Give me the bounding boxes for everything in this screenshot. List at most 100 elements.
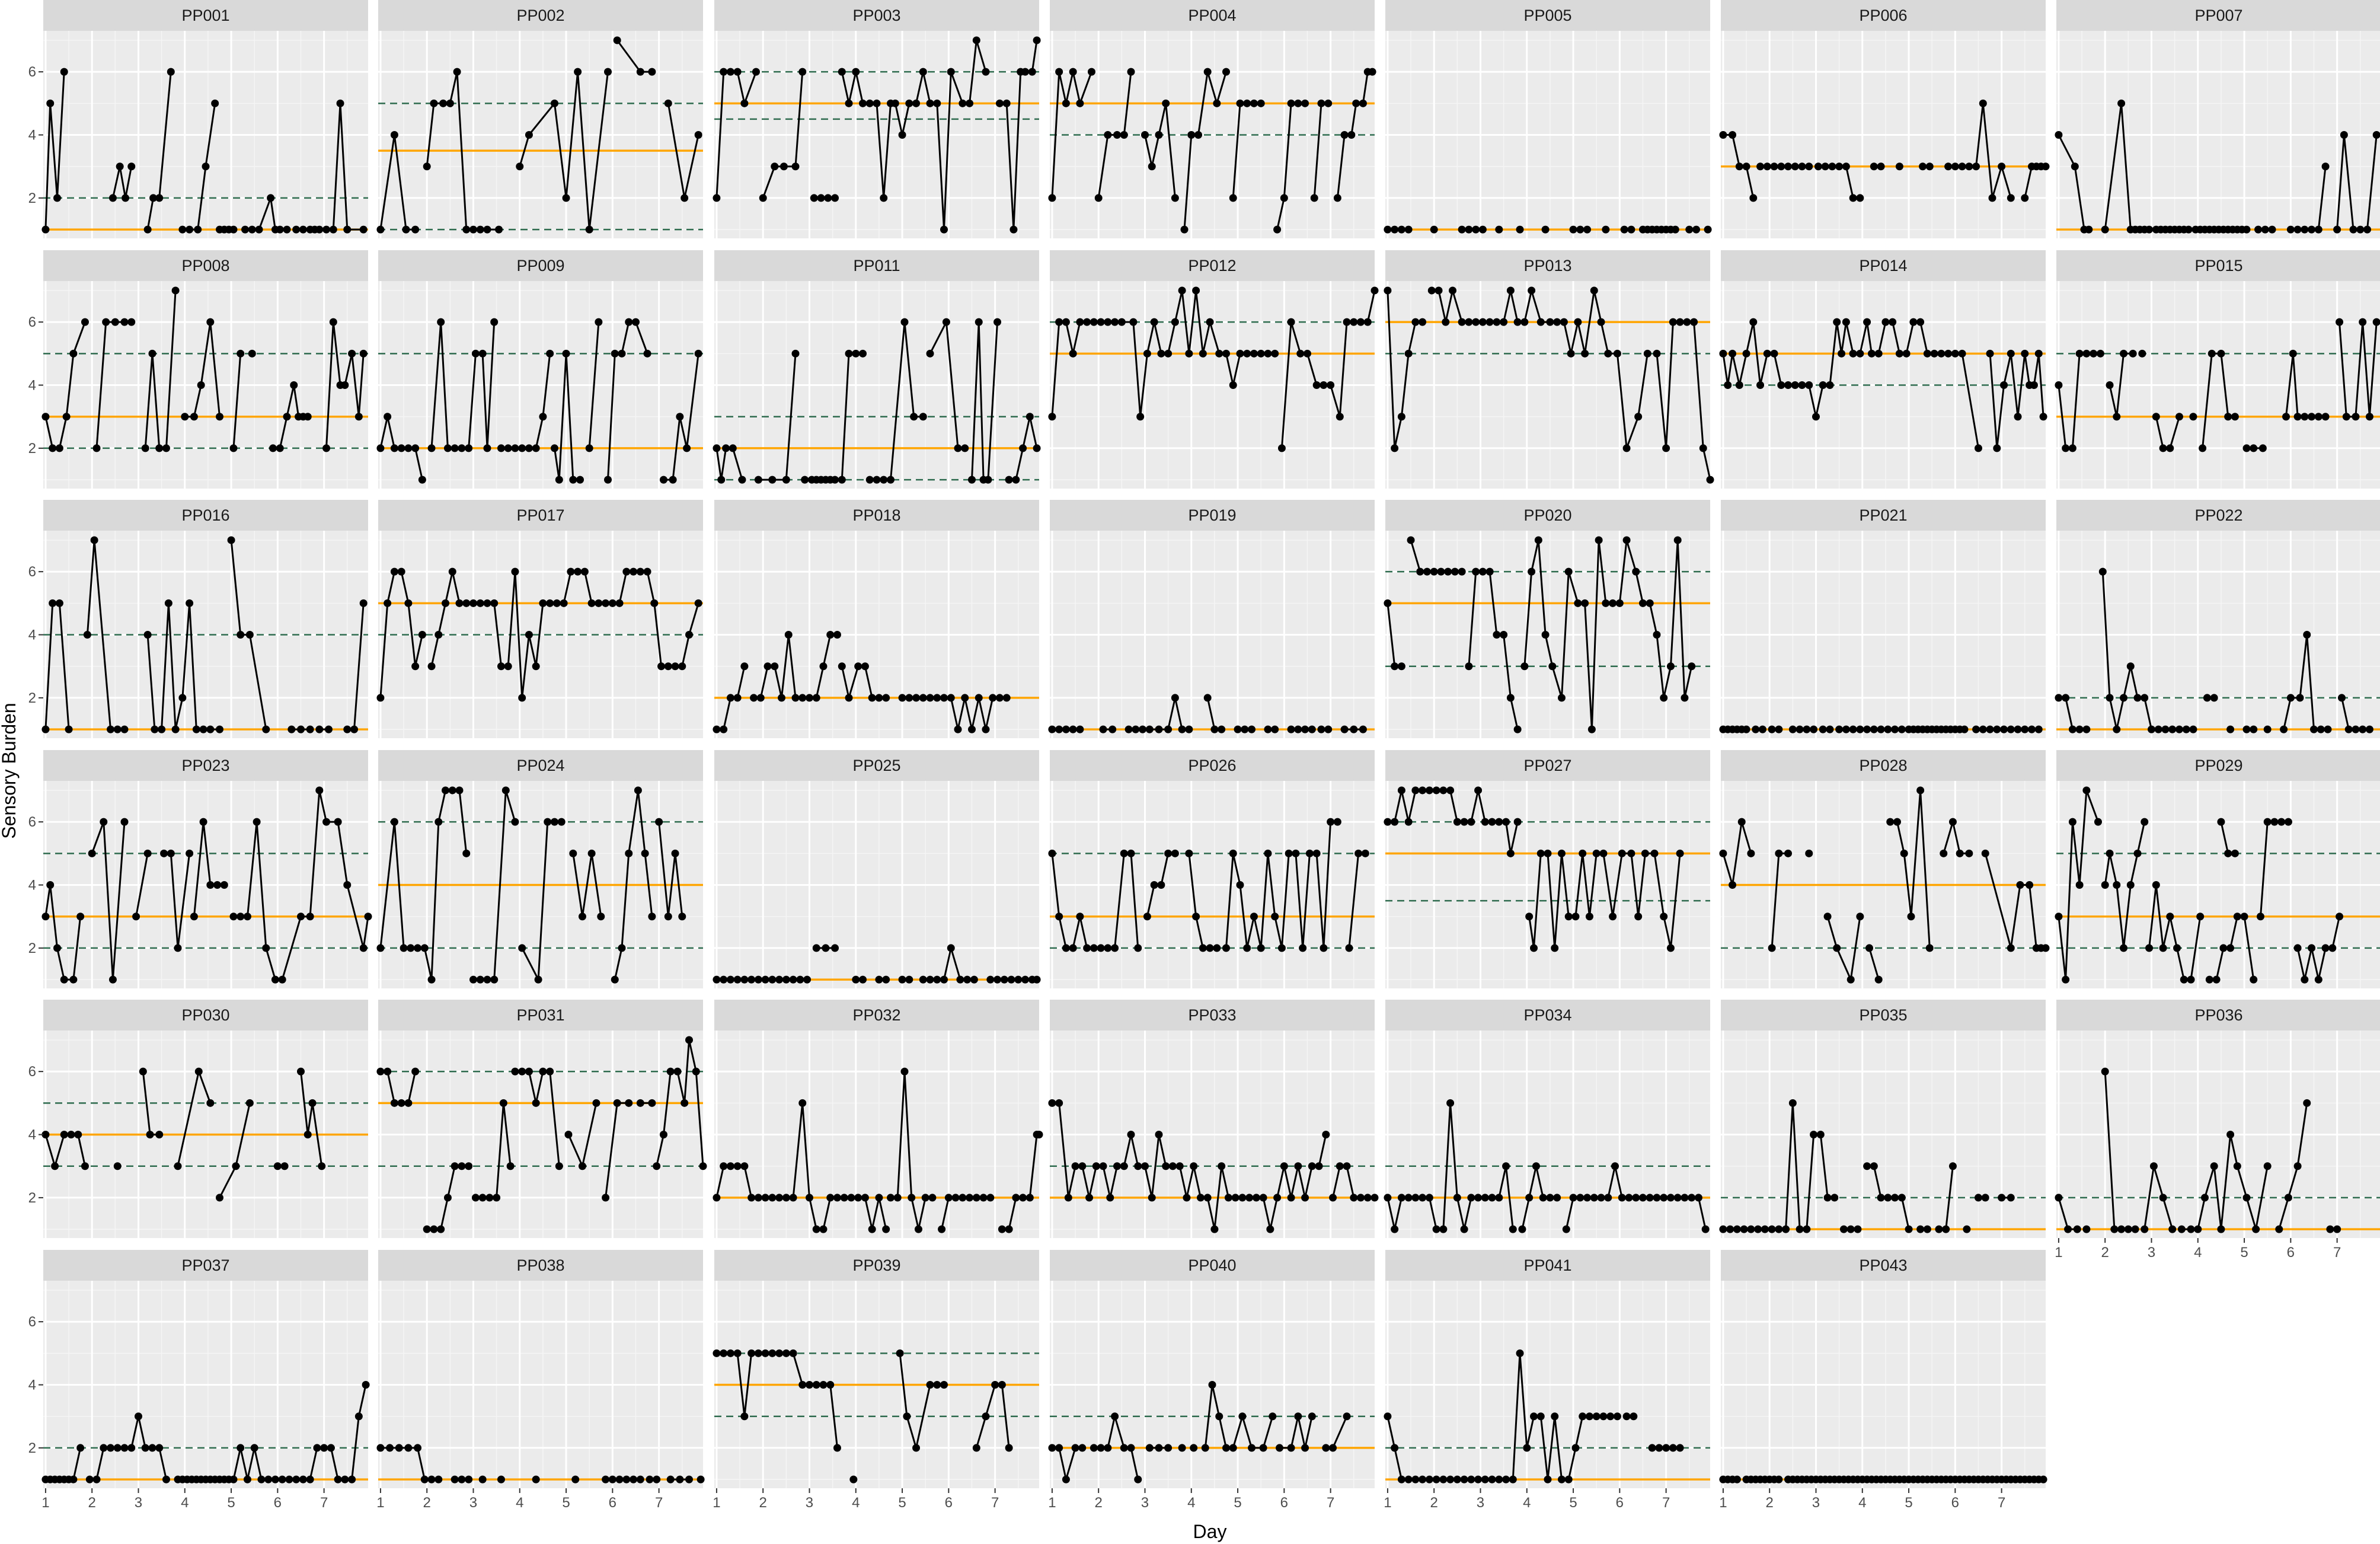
facet-label: PP021 xyxy=(1859,506,1907,524)
data-point xyxy=(618,944,626,952)
data-point xyxy=(1222,944,1230,952)
series-line xyxy=(2058,789,2099,981)
facet-strip xyxy=(1385,750,1710,781)
data-point xyxy=(1958,162,1966,171)
facet-panel: PP005 xyxy=(1384,0,1712,238)
data-point xyxy=(666,1067,675,1076)
data-point xyxy=(1419,1194,1427,1202)
data-point xyxy=(1770,349,1778,358)
data-point xyxy=(2336,318,2344,326)
data-point xyxy=(402,225,410,234)
data-point xyxy=(1564,1475,1573,1484)
facet-strip xyxy=(714,1250,1039,1281)
data-point xyxy=(1134,1475,1142,1484)
data-point xyxy=(2242,225,2251,234)
data-point xyxy=(1506,286,1515,295)
data-point xyxy=(1660,913,1668,921)
data-point xyxy=(859,349,867,358)
series-line xyxy=(135,853,149,917)
data-point xyxy=(653,1475,661,1484)
data-point xyxy=(2028,725,2036,733)
data-point xyxy=(910,413,918,421)
data-point xyxy=(919,68,927,76)
data-point xyxy=(1094,194,1103,202)
data-point xyxy=(1622,444,1631,452)
data-point xyxy=(1673,536,1682,544)
data-point xyxy=(2133,694,2142,702)
facet-strip xyxy=(1385,0,1710,31)
data-point xyxy=(1618,849,1626,857)
data-point xyxy=(2196,913,2205,921)
data-point xyxy=(685,1475,694,1484)
data-point xyxy=(1391,444,1399,452)
data-point xyxy=(511,1067,519,1076)
data-point xyxy=(2187,1225,2195,1233)
x-tick-label: 1 xyxy=(376,1495,384,1511)
x-tick-label: 6 xyxy=(274,1495,282,1511)
data-point xyxy=(190,913,198,921)
facet-strip xyxy=(1385,250,1710,281)
y-tick-label: 6 xyxy=(28,564,36,580)
data-point xyxy=(2120,694,2128,702)
data-point xyxy=(206,318,215,326)
facet-panel: PP018 xyxy=(713,500,1039,738)
data-point xyxy=(1488,818,1496,826)
data-point xyxy=(1248,1444,1256,1452)
data-point xyxy=(471,1194,480,1202)
data-point xyxy=(678,662,686,671)
data-point xyxy=(253,818,261,826)
data-point xyxy=(1870,1162,1878,1170)
data-point xyxy=(41,1131,50,1139)
data-point xyxy=(956,975,964,984)
data-point xyxy=(1948,818,1957,826)
data-point xyxy=(1299,944,1307,952)
data-point xyxy=(2268,225,2276,234)
data-point xyxy=(167,849,175,857)
facet-strip xyxy=(43,1250,368,1281)
data-point xyxy=(390,131,398,139)
data-point xyxy=(384,599,392,607)
data-point xyxy=(1062,318,1070,326)
data-point xyxy=(1357,318,1365,326)
data-point xyxy=(2101,881,2109,889)
data-point xyxy=(1599,1412,1608,1421)
data-point xyxy=(1472,318,1480,326)
data-point xyxy=(1287,725,1295,733)
data-point xyxy=(678,913,686,921)
data-point xyxy=(1458,225,1466,234)
data-point xyxy=(1277,944,1286,952)
data-point xyxy=(1666,1194,1675,1202)
data-point xyxy=(602,1194,610,1202)
data-point xyxy=(1002,694,1011,702)
data-point xyxy=(1863,1162,1871,1170)
data-point xyxy=(1602,599,1610,607)
data-point xyxy=(1287,318,1295,326)
data-point xyxy=(2252,1225,2260,1233)
data-point xyxy=(2173,944,2181,952)
data-point xyxy=(1597,318,1605,326)
x-tick-label: 6 xyxy=(945,1495,953,1511)
data-point xyxy=(2303,1099,2311,1107)
data-point xyxy=(2120,944,2128,952)
data-point xyxy=(1035,1131,1043,1139)
data-point xyxy=(1842,162,1850,171)
facet-strip xyxy=(378,500,703,531)
data-point xyxy=(1530,1412,1538,1421)
data-point xyxy=(768,476,777,484)
data-point xyxy=(1099,1162,1107,1170)
data-point xyxy=(2231,849,2239,857)
data-point xyxy=(2007,725,2015,733)
data-point xyxy=(76,913,85,921)
data-point xyxy=(2258,444,2267,452)
data-point xyxy=(1905,1225,1913,1233)
x-tick-label: 5 xyxy=(1234,1495,1241,1511)
data-point xyxy=(1139,725,1147,733)
data-point xyxy=(2021,194,2029,202)
data-point xyxy=(81,318,89,326)
data-point xyxy=(148,349,156,358)
data-point xyxy=(1796,725,1804,733)
data-point xyxy=(1768,725,1776,733)
y-tick-label: 6 xyxy=(28,1064,36,1080)
